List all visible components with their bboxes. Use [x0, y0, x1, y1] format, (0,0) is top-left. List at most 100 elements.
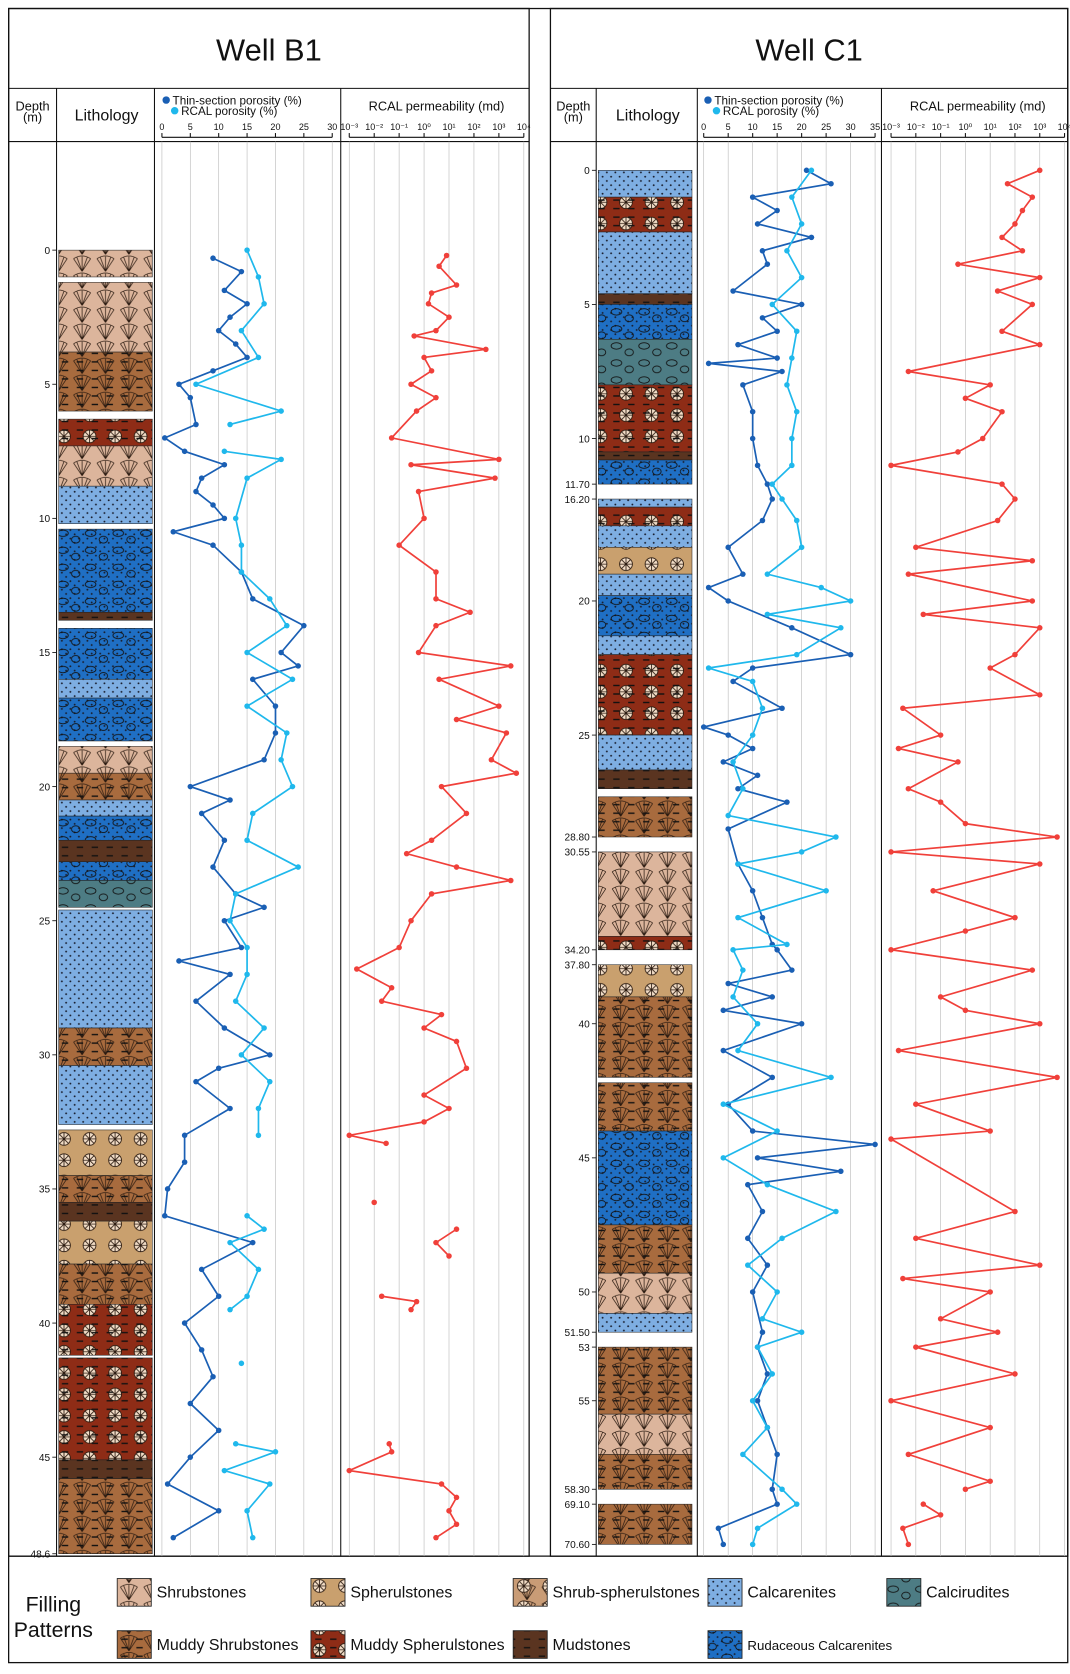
data-point [278, 757, 284, 763]
lithology-pattern [59, 446, 153, 486]
depth-tick-label: 0 [584, 166, 590, 177]
data-point [188, 1454, 194, 1460]
data-point [256, 1106, 262, 1112]
data-point [464, 811, 470, 817]
lithology-pattern [59, 840, 153, 861]
data-point [188, 395, 194, 401]
lithology-interval [598, 574, 692, 595]
data-point [760, 1329, 766, 1335]
data-point [1037, 168, 1043, 174]
data-point [938, 994, 944, 1000]
x-tick-label: 10 [748, 122, 758, 132]
legend-label: RCAL porosity (%) [181, 105, 277, 118]
data-point [955, 261, 961, 267]
data-point [216, 1508, 222, 1514]
depth-tick-label: 28.80 [565, 833, 591, 844]
data-point [765, 481, 771, 487]
data-point [938, 732, 944, 738]
lithology-pattern [598, 499, 692, 507]
data-point [261, 301, 267, 307]
depth-tick-label: 20 [579, 597, 591, 608]
lithology-pattern [598, 452, 692, 460]
data-point [755, 1526, 761, 1532]
depth-tick-label: 16.20 [565, 495, 591, 506]
data-point [818, 585, 824, 591]
data-point [755, 1021, 761, 1027]
data-point [273, 730, 279, 736]
data-point [779, 1236, 785, 1242]
data-point [735, 342, 741, 348]
data-point [222, 1025, 228, 1031]
data-point [740, 786, 746, 792]
depth-tick-label: 30.55 [565, 848, 591, 859]
lithology-pattern [59, 1358, 153, 1460]
x-tick-label: 20 [797, 122, 807, 132]
data-point [725, 545, 731, 551]
lithology-interval [598, 499, 692, 507]
data-point [210, 542, 216, 548]
lithology-pattern [598, 1273, 692, 1313]
data-point [999, 481, 1005, 487]
depth-tick-label: 50 [579, 1288, 591, 1299]
data-point [725, 598, 731, 604]
data-point [250, 596, 256, 602]
lithology-interval [598, 197, 692, 232]
data-point [433, 1240, 439, 1246]
data-point [233, 1441, 239, 1447]
lithology-pattern [598, 1313, 692, 1332]
data-point [199, 811, 205, 817]
lithology-pattern [598, 1131, 692, 1225]
data-point [987, 382, 993, 388]
data-point [233, 516, 239, 522]
lithology-pattern [598, 770, 692, 789]
data-point [439, 784, 445, 790]
data-point [421, 1119, 427, 1125]
x-tick-label: 5 [188, 122, 193, 132]
data-point [963, 928, 969, 934]
lithology-interval [59, 773, 153, 800]
data-point [735, 1048, 741, 1054]
data-point [913, 1344, 919, 1350]
data-point [222, 288, 228, 294]
lithology-pattern [59, 282, 153, 352]
lithology-interval [59, 679, 153, 698]
data-point [416, 489, 422, 495]
data-point [433, 596, 439, 602]
legend-item-label: Spherulstones [350, 1585, 452, 1602]
data-point [765, 571, 771, 577]
lithology-pattern [598, 655, 692, 735]
lithology-pattern [59, 1304, 153, 1355]
data-point [426, 301, 432, 307]
lithology-pattern [59, 1460, 153, 1479]
data-point [171, 1535, 177, 1541]
depth-tick-label: 51.50 [565, 1328, 591, 1339]
data-point [765, 261, 771, 267]
data-point [250, 677, 256, 683]
well-title: Well B1 [216, 33, 322, 68]
x-tick-label: 10⁴ [1058, 122, 1070, 132]
data-point [938, 1316, 944, 1322]
data-point [896, 746, 902, 752]
legend-title: Filling [26, 1593, 82, 1617]
data-point [799, 302, 805, 308]
data-point [354, 966, 360, 972]
data-point [760, 1209, 766, 1215]
well-title: Well C1 [755, 33, 862, 68]
data-point [504, 730, 510, 736]
data-point [784, 799, 790, 805]
data-point [496, 457, 502, 463]
lithology-pattern [598, 170, 692, 197]
lithology-interval [598, 294, 692, 305]
data-point [210, 864, 216, 870]
data-point [182, 1133, 188, 1139]
data-point [833, 834, 839, 840]
data-point [227, 797, 233, 803]
x-tick-label: 10 [214, 122, 224, 132]
lithology-pattern [59, 679, 153, 698]
data-point [261, 757, 267, 763]
depth-tick-label: 45 [579, 1154, 591, 1165]
data-point [379, 1293, 385, 1299]
data-point [227, 972, 233, 978]
lithology-interval [598, 507, 692, 526]
data-point [789, 436, 795, 442]
